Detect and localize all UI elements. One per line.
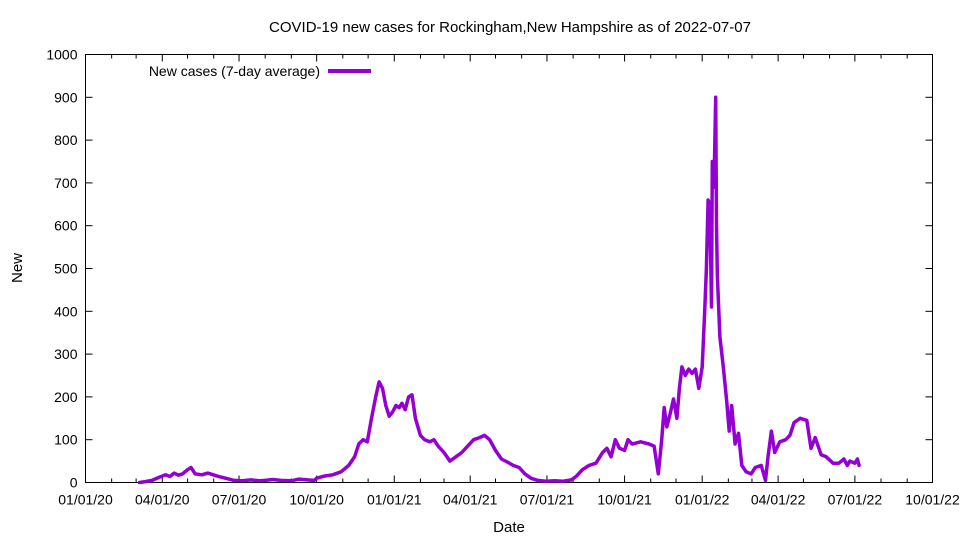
x-tick-label: 07/01/20	[212, 492, 267, 508]
y-tick-label: 200	[54, 389, 78, 405]
x-tick-label: 04/01/20	[135, 492, 190, 508]
legend-entry-label: New cases (7-day average)	[149, 63, 320, 79]
x-axis-label: Date	[493, 519, 525, 536]
y-tick-label: 900	[54, 89, 78, 105]
x-tick-label: 10/01/22	[905, 492, 960, 508]
y-tick-label: 0	[70, 475, 78, 491]
x-tick-label: 10/01/21	[597, 492, 652, 508]
x-tick-label: 10/01/20	[289, 492, 344, 508]
x-tick-label: 07/01/22	[828, 492, 883, 508]
y-tick-label: 300	[54, 346, 78, 362]
legend: New cases (7-day average)	[149, 63, 371, 79]
x-tick-label: 04/01/22	[751, 492, 806, 508]
x-tick-label: 01/01/22	[675, 492, 730, 508]
x-tick-label: 04/01/21	[443, 492, 498, 508]
y-tick-label: 500	[54, 261, 78, 277]
y-axis-label: New	[9, 253, 26, 283]
y-tick-label: 600	[54, 218, 78, 234]
x-axis: 01/01/20 04/01/20 07/01/20 10/01/20 01/01/21…	[58, 54, 960, 508]
y-tick-label: 700	[54, 175, 78, 191]
chart-title: COVID-19 new cases for Rockingham,New Ha…	[269, 19, 751, 36]
y-tick-label: 100	[54, 432, 78, 448]
y-tick-label: 400	[54, 303, 78, 319]
series-layer	[137, 95, 861, 485]
x-tick-label: 07/01/21	[520, 492, 575, 508]
series-line	[137, 95, 861, 485]
y-axis: 0 100 200 300 400 500 600 700 800 900 1000	[46, 47, 933, 491]
y-tick-label: 800	[54, 132, 78, 148]
x-tick-label: 01/01/20	[58, 492, 113, 508]
x-tick-label: 01/01/21	[367, 492, 422, 508]
y-tick-label: 1000	[46, 47, 77, 63]
